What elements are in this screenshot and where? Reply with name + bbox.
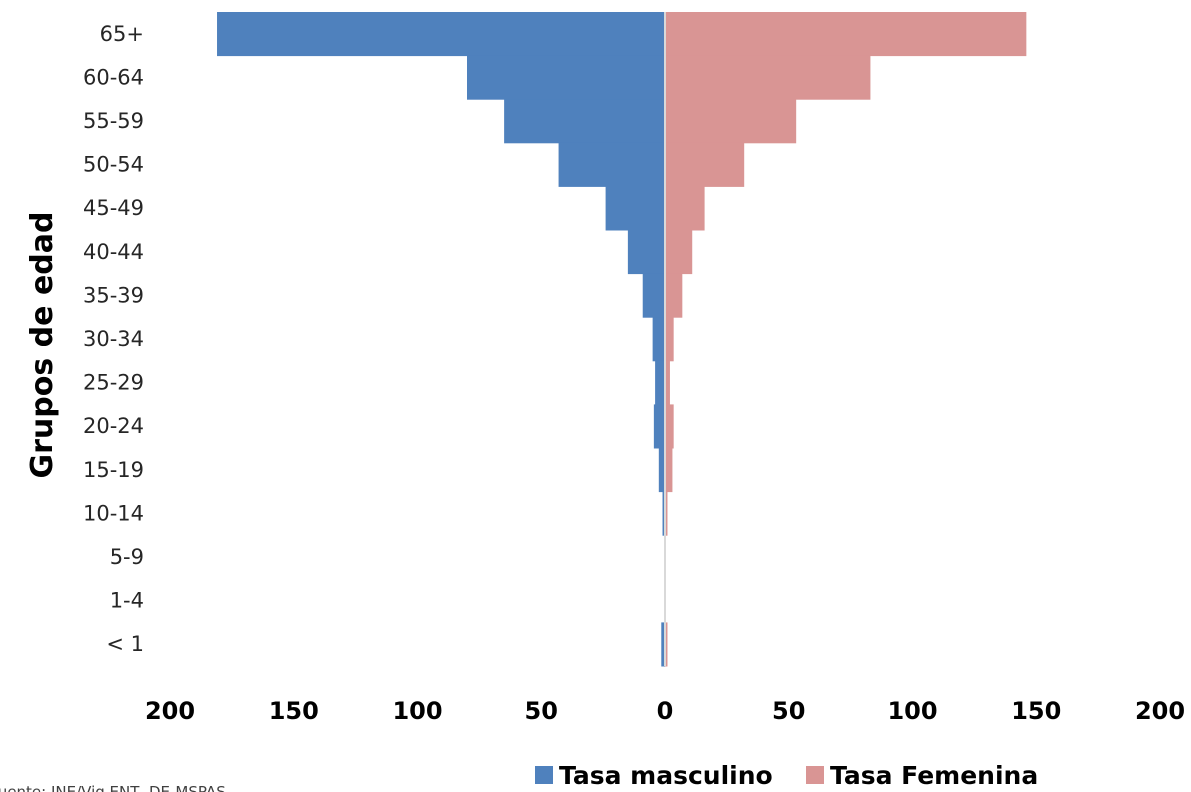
bar-male-14	[661, 622, 665, 667]
category-label-13: 1-4	[110, 589, 144, 613]
category-label-9: 20-24	[83, 414, 144, 438]
bar-male-9	[653, 404, 665, 449]
y-axis-title: Grupos de edad	[25, 212, 60, 479]
bar-female-14	[665, 622, 668, 667]
x-tick-label-7: 150	[1011, 697, 1061, 725]
x-tick-label-1: 150	[269, 697, 319, 725]
category-label-4: 45-49	[83, 196, 144, 220]
category-label-1: 60-64	[83, 65, 144, 89]
category-label-10: 15-19	[83, 458, 144, 482]
bar-male-11	[662, 491, 665, 536]
bar-female-1	[665, 55, 871, 100]
bar-male-6	[642, 273, 665, 318]
x-tick-label-5: 50	[772, 697, 805, 725]
bar-male-4	[605, 186, 665, 231]
x-tick-label-8: 200	[1135, 697, 1185, 725]
category-label-2: 55-59	[83, 109, 144, 133]
legend-swatch-female	[806, 766, 824, 784]
legend: Tasa masculino Tasa Femenina	[535, 761, 1038, 790]
bar-female-11	[665, 491, 668, 536]
category-labels: 65+ 60-64 55-59 50-54 45-49 40-44 35-39 30-34 25…	[83, 22, 144, 656]
category-label-5: 40-44	[83, 240, 144, 264]
bar-male-5	[627, 230, 665, 275]
x-tick-label-6: 100	[887, 697, 937, 725]
bar-male-3	[558, 142, 665, 187]
legend-swatch-male	[535, 766, 553, 784]
category-label-11: 10-14	[83, 501, 144, 525]
bar-male-10	[658, 448, 665, 493]
bar-female-3	[665, 142, 745, 187]
category-label-12: 5-9	[110, 545, 144, 569]
source-note: Fuente: INE/Vig ENT, DE-MSPAS	[0, 783, 226, 792]
bar-male-7	[652, 317, 665, 362]
bar-male-1	[467, 55, 665, 100]
category-label-6: 35-39	[83, 283, 144, 307]
category-label-8: 25-29	[83, 371, 144, 395]
bar-female-7	[665, 317, 674, 362]
bar-female-10	[665, 448, 673, 493]
bar-female-8	[665, 360, 670, 405]
female-bars-group	[665, 12, 1027, 667]
category-label-3: 50-54	[83, 153, 144, 177]
bar-female-2	[665, 99, 797, 144]
category-label-14: < 1	[106, 632, 144, 656]
bar-female-4	[665, 186, 705, 231]
x-tick-label-3: 50	[525, 697, 558, 725]
x-tick-label-2: 100	[392, 697, 442, 725]
male-bars-group	[217, 12, 665, 667]
category-label-7: 30-34	[83, 327, 144, 351]
legend-label-female: Tasa Femenina	[830, 761, 1038, 790]
bar-female-6	[665, 273, 683, 318]
bar-male-0	[217, 12, 665, 57]
bar-female-5	[665, 230, 693, 275]
bar-male-8	[655, 360, 665, 405]
x-tick-label-0: 200	[145, 697, 195, 725]
x-tick-label-4: 0	[657, 697, 674, 725]
bar-male-2	[504, 99, 665, 144]
category-label-0: 65+	[100, 22, 144, 46]
legend-label-male: Tasa masculino	[559, 761, 773, 790]
bar-female-0	[665, 12, 1027, 57]
x-tick-labels: 200 150 100 50 0 50 100 150 200	[145, 697, 1185, 725]
bar-female-9	[665, 404, 674, 449]
